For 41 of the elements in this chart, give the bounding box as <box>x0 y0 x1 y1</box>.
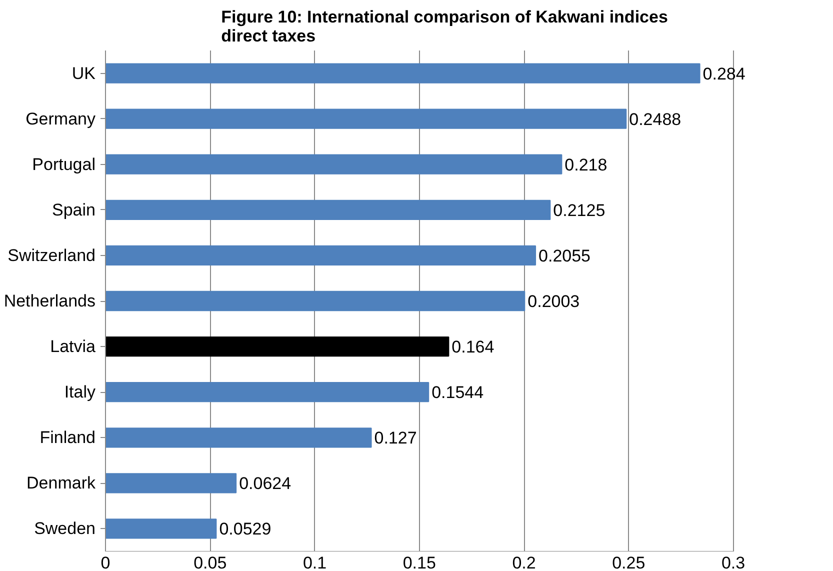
chart-title: Figure 10: International comparison of Kakwani indices direct taxes <box>221 8 668 46</box>
y-tick-label: Germany <box>26 109 96 128</box>
bar <box>106 63 700 84</box>
x-tick-label: 0.1 <box>302 554 327 571</box>
x-tick-label: 0.25 <box>612 554 646 571</box>
y-tick-label: Spain <box>52 200 96 220</box>
y-tick-label: Finland <box>40 428 96 448</box>
y-tick-label: Switzerland <box>8 246 96 265</box>
y-tick-label: Denmark <box>26 474 96 493</box>
bar <box>106 382 430 402</box>
x-tick-label: 0.2 <box>512 554 536 571</box>
bar <box>106 108 627 129</box>
bar <box>106 200 551 220</box>
y-tick-label: Latvia <box>50 337 96 356</box>
bar <box>106 428 372 448</box>
data-label: 0.0624 <box>239 474 292 494</box>
data-label: 0.284 <box>702 64 746 84</box>
bar <box>106 518 217 539</box>
data-label: 0.1544 <box>432 383 484 402</box>
data-label: 0.2125 <box>553 200 606 220</box>
y-tick-label: Italy <box>64 382 96 402</box>
y-tick-label: Netherlands <box>4 292 96 310</box>
data-label: 0.2003 <box>528 292 580 311</box>
bar <box>106 473 237 494</box>
data-label: 0.164 <box>452 338 494 357</box>
data-label: 0.2488 <box>629 110 682 129</box>
y-tick-label: Sweden <box>34 519 96 538</box>
y-tick-label: Portugal <box>32 154 96 174</box>
data-label: 0.218 <box>564 155 608 174</box>
data-label: 0.0529 <box>219 520 272 539</box>
x-tick-label: 0.15 <box>402 554 436 571</box>
bar <box>106 290 526 312</box>
x-tick-label: 0 <box>100 554 110 571</box>
y-tick-label: UK <box>72 64 96 83</box>
bar <box>106 154 562 174</box>
data-label: 0.2055 <box>538 246 591 266</box>
x-tick-label: 0.3 <box>721 554 746 571</box>
data-label: 0.127 <box>374 428 417 448</box>
bar <box>106 336 450 357</box>
x-tick-label: 0.05 <box>194 554 227 571</box>
bar <box>106 245 536 266</box>
